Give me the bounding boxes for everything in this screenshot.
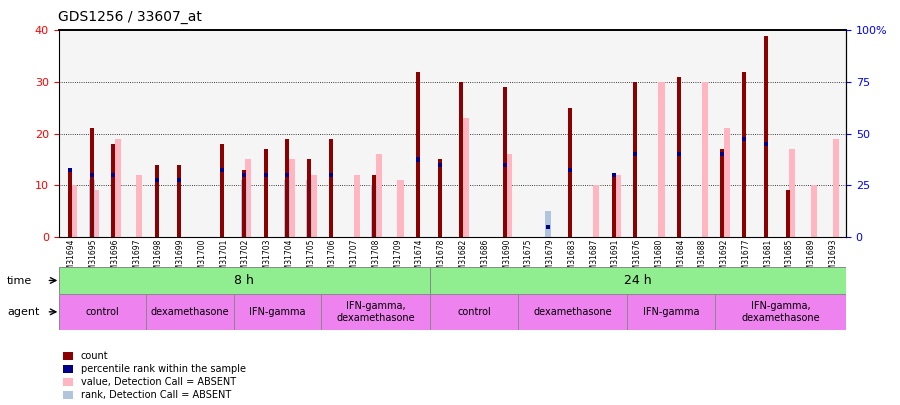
- Bar: [546, 224, 551, 229]
- Text: dexamethasone: dexamethasone: [533, 307, 612, 317]
- Bar: [373, 175, 376, 237]
- Bar: [811, 185, 817, 237]
- Bar: [146, 294, 233, 330]
- Bar: [634, 152, 637, 156]
- Legend: count, percentile rank within the sample, value, Detection Call = ABSENT, rank, : count, percentile rank within the sample…: [63, 352, 246, 400]
- Bar: [627, 294, 715, 330]
- Bar: [677, 152, 681, 156]
- Bar: [233, 294, 321, 330]
- Bar: [241, 180, 247, 237]
- Bar: [112, 173, 115, 177]
- Bar: [742, 137, 746, 141]
- Text: IFN-gamma: IFN-gamma: [643, 307, 699, 317]
- Bar: [398, 180, 403, 237]
- Text: dexamethasone: dexamethasone: [150, 307, 230, 317]
- Bar: [612, 173, 616, 177]
- Bar: [545, 211, 552, 237]
- Bar: [93, 190, 99, 237]
- Bar: [764, 36, 768, 237]
- Bar: [634, 82, 637, 237]
- Bar: [328, 173, 333, 177]
- Text: IFN-gamma,
dexamethasone: IFN-gamma, dexamethasone: [337, 301, 415, 323]
- Text: IFN-gamma,
dexamethasone: IFN-gamma, dexamethasone: [741, 301, 820, 323]
- Bar: [506, 154, 512, 237]
- Text: control: control: [457, 307, 491, 317]
- Bar: [430, 294, 518, 330]
- Bar: [612, 175, 616, 237]
- Bar: [503, 162, 507, 167]
- Bar: [375, 154, 382, 237]
- Bar: [310, 175, 317, 237]
- Bar: [677, 77, 681, 237]
- Bar: [321, 294, 430, 330]
- Bar: [416, 72, 419, 237]
- Bar: [721, 149, 725, 237]
- Text: agent: agent: [7, 307, 40, 317]
- Bar: [90, 173, 94, 177]
- Bar: [114, 139, 121, 237]
- Bar: [437, 162, 442, 167]
- Bar: [503, 87, 507, 237]
- Bar: [58, 294, 146, 330]
- Bar: [724, 128, 730, 237]
- Bar: [463, 118, 469, 237]
- Bar: [289, 160, 294, 237]
- Bar: [615, 175, 621, 237]
- Bar: [328, 139, 333, 237]
- Bar: [372, 185, 377, 237]
- Bar: [742, 72, 746, 237]
- Text: 8 h: 8 h: [235, 274, 255, 287]
- Bar: [242, 173, 246, 177]
- Bar: [307, 160, 311, 237]
- Bar: [88, 180, 94, 237]
- Bar: [242, 170, 246, 237]
- Bar: [789, 149, 795, 237]
- Text: time: time: [7, 276, 32, 286]
- Bar: [58, 267, 430, 294]
- Bar: [155, 164, 158, 237]
- Bar: [220, 144, 224, 237]
- Bar: [430, 267, 846, 294]
- Text: IFN-gamma: IFN-gamma: [249, 307, 305, 317]
- Bar: [593, 185, 599, 237]
- Bar: [264, 173, 267, 177]
- Bar: [68, 168, 72, 172]
- Bar: [245, 160, 251, 237]
- Bar: [715, 294, 846, 330]
- Bar: [437, 160, 442, 237]
- Bar: [459, 82, 464, 237]
- Bar: [285, 139, 289, 237]
- Bar: [721, 152, 725, 156]
- Text: 24 h: 24 h: [625, 274, 652, 287]
- Bar: [354, 175, 360, 237]
- Bar: [284, 180, 291, 237]
- Bar: [264, 149, 267, 237]
- Bar: [71, 185, 77, 237]
- Bar: [155, 178, 158, 182]
- Bar: [659, 82, 664, 237]
- Bar: [90, 128, 94, 237]
- Text: control: control: [86, 307, 119, 317]
- Bar: [832, 139, 839, 237]
- Bar: [68, 170, 72, 237]
- Bar: [416, 158, 419, 162]
- Bar: [568, 108, 572, 237]
- Bar: [137, 175, 142, 237]
- Bar: [220, 168, 224, 172]
- Bar: [518, 294, 627, 330]
- Bar: [764, 142, 768, 146]
- Bar: [786, 190, 789, 237]
- Bar: [176, 178, 181, 182]
- Bar: [702, 82, 708, 237]
- Bar: [568, 168, 572, 172]
- Bar: [112, 144, 115, 237]
- Text: GDS1256 / 33607_at: GDS1256 / 33607_at: [58, 10, 202, 24]
- Bar: [306, 180, 312, 237]
- Bar: [176, 164, 181, 237]
- Bar: [285, 173, 289, 177]
